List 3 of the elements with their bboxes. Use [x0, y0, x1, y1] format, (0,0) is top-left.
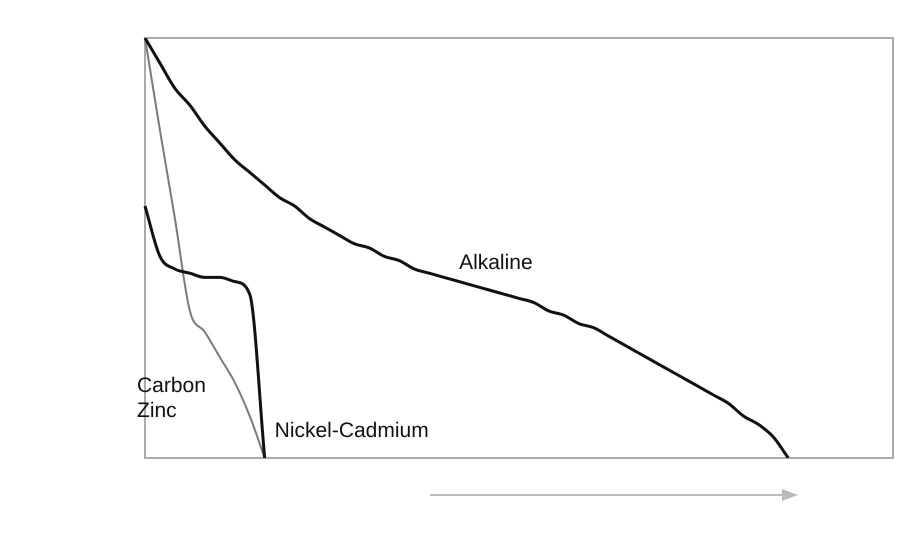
series-label: Alkaline [459, 250, 534, 275]
series-label: Carbon Zinc [137, 373, 207, 423]
series-label: Nickel-Cadmium [274, 418, 430, 443]
